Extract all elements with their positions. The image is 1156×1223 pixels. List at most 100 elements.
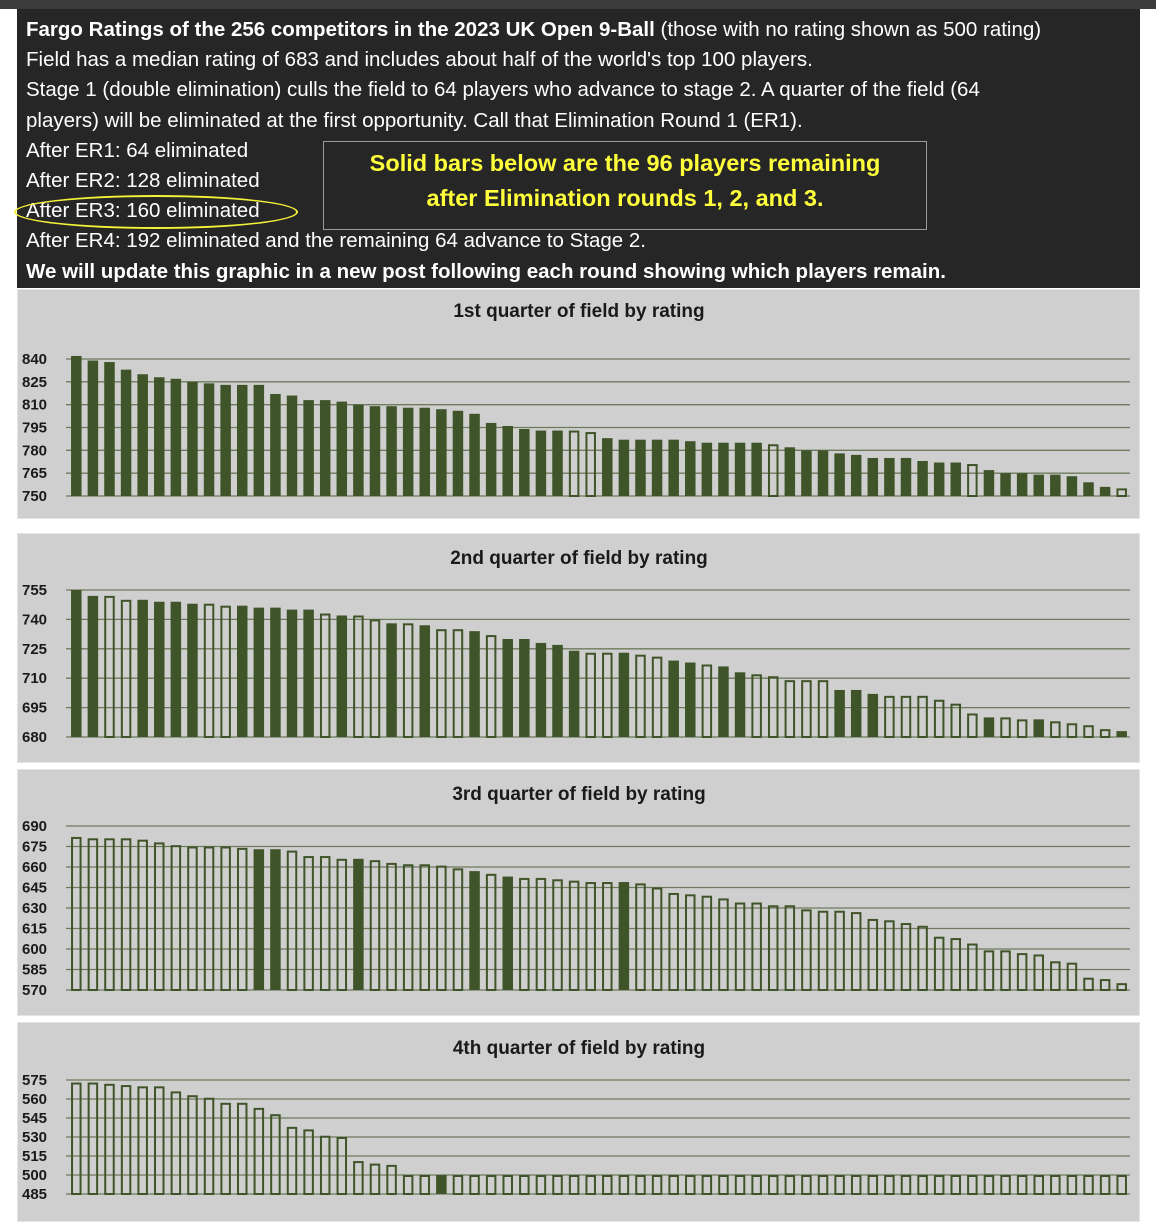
bar-remaining: [618, 882, 630, 990]
bar-remaining: [137, 599, 148, 737]
bar-eliminated: [1050, 721, 1061, 739]
bar-eliminated: [568, 880, 580, 991]
chart-svg: 4th quarter of field by rating 575 560 545 5…: [22, 1038, 1130, 1203]
bar-remaining: [253, 607, 265, 737]
bar-eliminated: [585, 432, 596, 497]
bar-eliminated: [353, 1161, 364, 1195]
bar-eliminated: [452, 1175, 464, 1195]
bar-eliminated: [900, 1175, 912, 1195]
bar-eliminated: [1000, 1175, 1011, 1195]
er1-line: After ER1: 64 eliminated: [26, 138, 249, 162]
bar-remaining: [535, 642, 547, 737]
bar-eliminated: [170, 845, 182, 991]
bar-remaining: [502, 425, 513, 496]
bar-remaining: [850, 454, 862, 496]
bar-remaining: [452, 410, 464, 496]
bar-remaining: [900, 457, 912, 496]
bar-remaining: [485, 422, 497, 496]
bar-eliminated: [535, 877, 547, 991]
bar-eliminated: [983, 950, 995, 992]
bar-eliminated: [419, 864, 431, 991]
bar-eliminated: [817, 680, 829, 739]
bar-remaining: [618, 439, 630, 496]
bar-eliminated: [668, 892, 679, 991]
bar-remaining: [353, 404, 364, 496]
bar-eliminated: [1083, 725, 1094, 739]
bar-eliminated: [718, 898, 729, 991]
bar-remaining: [469, 871, 480, 990]
bar-eliminated: [685, 1175, 696, 1195]
bar-remaining: [436, 1175, 447, 1194]
bar-eliminated: [751, 1175, 762, 1195]
bar-remaining: [668, 660, 679, 737]
bar-remaining: [353, 858, 364, 990]
bar-eliminated: [220, 846, 231, 991]
update-note: We will update this graphic in a new pos…: [26, 259, 946, 283]
y-tick-label: 630: [22, 900, 47, 917]
bar-remaining: [635, 439, 646, 496]
bar-remaining: [1050, 474, 1061, 496]
bar-remaining: [220, 384, 231, 496]
er1-definition-line: players) will be eliminated at the first…: [26, 108, 803, 132]
y-tick-label: 515: [22, 1148, 47, 1165]
bar-remaining: [236, 605, 248, 737]
bar-eliminated: [1116, 488, 1127, 497]
bar-eliminated: [651, 656, 663, 738]
bar-remaining: [253, 384, 265, 496]
bar-remaining: [319, 400, 331, 496]
y-tick-label: 755: [22, 582, 47, 599]
bar-remaining: [270, 394, 281, 496]
bar-remaining: [104, 362, 115, 496]
bar-eliminated: [1083, 977, 1094, 991]
bar-remaining: [71, 355, 82, 496]
bar-remaining: [718, 666, 729, 737]
bar-eliminated: [767, 676, 779, 739]
callout-box: Solid bars below are the 96 players rema…: [323, 141, 927, 230]
bar-eliminated: [170, 1091, 182, 1195]
bar-remaining: [850, 689, 862, 737]
callout-line-2: after Elimination rounds 1, 2, and 3.: [426, 185, 824, 211]
bar-remaining: [1000, 473, 1011, 496]
bar-eliminated: [1099, 1175, 1111, 1195]
y-tick-label: 750: [22, 488, 47, 505]
bar-eliminated: [469, 1175, 480, 1195]
bar-eliminated: [917, 925, 928, 991]
y-tick-label: 840: [22, 351, 47, 368]
bar-remaining: [253, 849, 265, 990]
bar-eliminated: [319, 1135, 331, 1195]
bar-eliminated: [270, 1114, 281, 1195]
bar-eliminated: [751, 674, 762, 738]
bar-remaining: [983, 717, 995, 737]
bar-remaining: [917, 460, 928, 496]
bar-remaining: [1066, 476, 1078, 496]
bar-remaining: [336, 401, 348, 496]
bar-remaining: [469, 631, 480, 737]
bar-remaining: [668, 439, 679, 496]
chart-title: 3rd quarter of field by rating: [452, 784, 705, 805]
bar-remaining: [834, 453, 845, 496]
bar-eliminated: [87, 1082, 99, 1195]
bar-eliminated: [303, 1129, 314, 1195]
bar-eliminated: [1016, 719, 1028, 738]
bar-eliminated: [618, 1175, 630, 1195]
bar-eliminated: [1099, 729, 1111, 739]
bar-eliminated: [1050, 961, 1061, 992]
bar-eliminated: [303, 856, 314, 991]
bar-eliminated: [187, 846, 198, 991]
er4-line: After ER4: 192 eliminated and the remain…: [26, 229, 646, 253]
bar-remaining: [884, 457, 895, 496]
bar-eliminated: [120, 838, 132, 991]
chart-title: 4th quarter of field by rating: [453, 1038, 705, 1059]
bar-eliminated: [203, 846, 215, 991]
bar-eliminated: [485, 635, 497, 738]
y-tick-label: 795: [22, 420, 47, 437]
bar-eliminated: [154, 1086, 165, 1195]
bar-eliminated: [850, 1175, 862, 1195]
bar-remaining: [187, 603, 198, 737]
bar-eliminated: [236, 847, 248, 991]
bar-eliminated: [701, 1175, 713, 1195]
bar-eliminated: [967, 713, 978, 738]
bar-remaining: [718, 442, 729, 496]
bar-eliminated: [502, 1175, 513, 1195]
headline-title: Fargo Ratings of the 256 competitors in …: [26, 18, 655, 41]
